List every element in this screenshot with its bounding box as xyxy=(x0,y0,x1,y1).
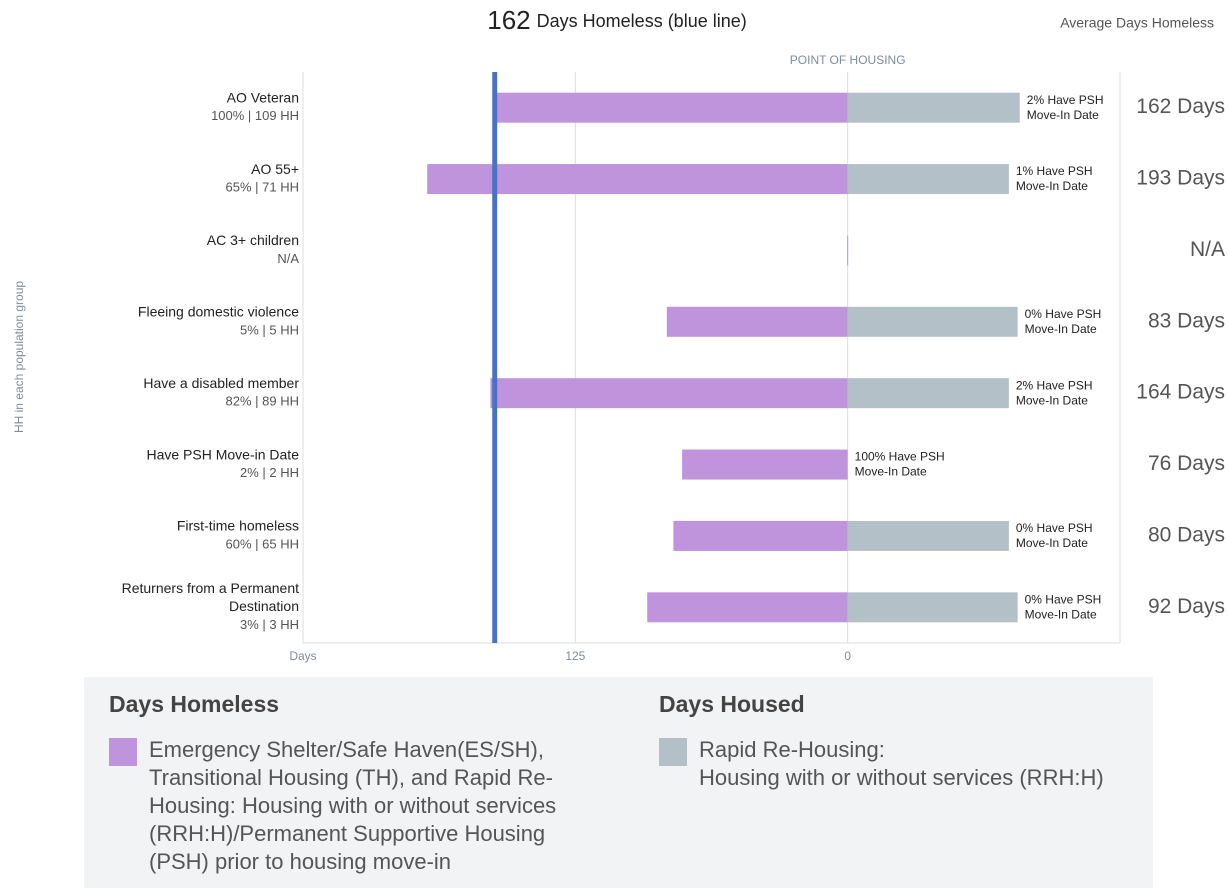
bar-label: 0% Have PSH xyxy=(1025,592,1102,606)
category-subtitle: 5% | 5 HH xyxy=(240,322,299,337)
bar xyxy=(673,520,848,551)
category-subtitle: N/A xyxy=(277,251,299,266)
category-subtitle: 65% | 71 HH xyxy=(226,180,299,195)
value-label: 80 Days xyxy=(1148,523,1225,546)
title-text: Days Homeless (blue line) xyxy=(537,11,747,31)
bar-label: Move-In Date xyxy=(1016,393,1088,407)
bar xyxy=(666,306,848,337)
annotation: POINT OF HOUSING xyxy=(790,53,906,67)
value-label: 162 Days xyxy=(1136,95,1225,118)
bar xyxy=(847,164,1009,195)
value-label: 83 Days xyxy=(1148,309,1225,332)
title-value: 162 xyxy=(487,5,530,35)
category-subtitle: 2% | 2 HH xyxy=(240,465,299,480)
category-label: Destination xyxy=(229,598,299,614)
x-tick-label: Days xyxy=(289,649,316,663)
value-label: 193 Days xyxy=(1136,167,1225,190)
y-axis-label: HH in each population group xyxy=(12,281,26,433)
category-subtitle: 100% | 109 HH xyxy=(211,108,299,123)
legend-group: Days Housed Rapid Re-Housing: Housing wit… xyxy=(659,691,1149,792)
category-subtitle: 3% | 3 HH xyxy=(240,617,299,632)
bar xyxy=(847,306,1018,337)
bar-label: 0% Have PSH xyxy=(1025,307,1102,321)
bar-label: Move-In Date xyxy=(1027,108,1099,122)
legend-heading: Days Housed xyxy=(659,691,805,717)
category-label: Returners from a Permanent xyxy=(122,580,300,596)
bar-label: Move-In Date xyxy=(1025,607,1097,621)
bar xyxy=(847,520,1009,551)
category-subtitle: 60% | 65 HH xyxy=(226,536,299,551)
chart: Average Days Homeless HH in each populat… xyxy=(12,5,1225,663)
legend-group: Days Homeless Emergency Shelter/Safe Have… xyxy=(109,691,569,876)
bar-label: Move-In Date xyxy=(855,465,927,479)
legend-item: Rapid Re-Housing: Housing with or withou… xyxy=(659,736,1149,792)
x-tick-label: 125 xyxy=(565,649,585,663)
legend-swatch xyxy=(109,738,137,766)
category-label: AO Veteran xyxy=(227,89,299,105)
bar xyxy=(427,164,848,195)
right-header: Average Days Homeless xyxy=(1060,15,1214,31)
legend-label: Emergency Shelter/Safe Haven(ES/SH), Tra… xyxy=(149,737,557,874)
legend: Days Homeless Emergency Shelter/Safe Have… xyxy=(84,677,1153,888)
category-label: Have PSH Move-in Date xyxy=(146,446,299,462)
bar-label: 1% Have PSH xyxy=(1016,164,1093,178)
bar-label: Move-In Date xyxy=(1016,179,1088,193)
bar-label: Move-In Date xyxy=(1025,322,1097,336)
bar-label: Move-In Date xyxy=(1016,536,1088,550)
bar xyxy=(647,592,848,623)
bar-label: 2% Have PSH xyxy=(1016,378,1093,392)
bar xyxy=(847,378,1009,409)
bar xyxy=(490,378,848,409)
value-label: N/A xyxy=(1190,238,1225,261)
legend-item: Emergency Shelter/Safe Haven(ES/SH), Tra… xyxy=(109,736,569,876)
chart-title: 162 Days Homeless (blue line) xyxy=(487,5,746,35)
bar-label: 100% Have PSH xyxy=(855,450,945,464)
value-label: 76 Days xyxy=(1148,452,1225,475)
bar-label: 2% Have PSH xyxy=(1027,93,1104,107)
legend-label: Rapid Re-Housing: Housing with or withou… xyxy=(699,737,1104,790)
bar xyxy=(682,449,848,480)
category-label: AO 55+ xyxy=(251,161,299,177)
legend-heading: Days Homeless xyxy=(109,691,280,717)
x-tick-label: 0 xyxy=(844,649,851,663)
category-label: AC 3+ children xyxy=(207,232,299,248)
value-label: 92 Days xyxy=(1148,595,1225,618)
value-label: 164 Days xyxy=(1136,381,1225,404)
category-label: First-time homeless xyxy=(177,518,299,534)
category-label: Fleeing domestic violence xyxy=(138,304,299,320)
bar xyxy=(847,92,1020,123)
category-subtitle: 82% | 89 HH xyxy=(226,394,299,409)
bar xyxy=(847,592,1018,623)
bar xyxy=(494,92,848,123)
category-label: Have a disabled member xyxy=(143,375,299,391)
legend-swatch xyxy=(659,738,687,766)
bar-label: 0% Have PSH xyxy=(1016,521,1093,535)
